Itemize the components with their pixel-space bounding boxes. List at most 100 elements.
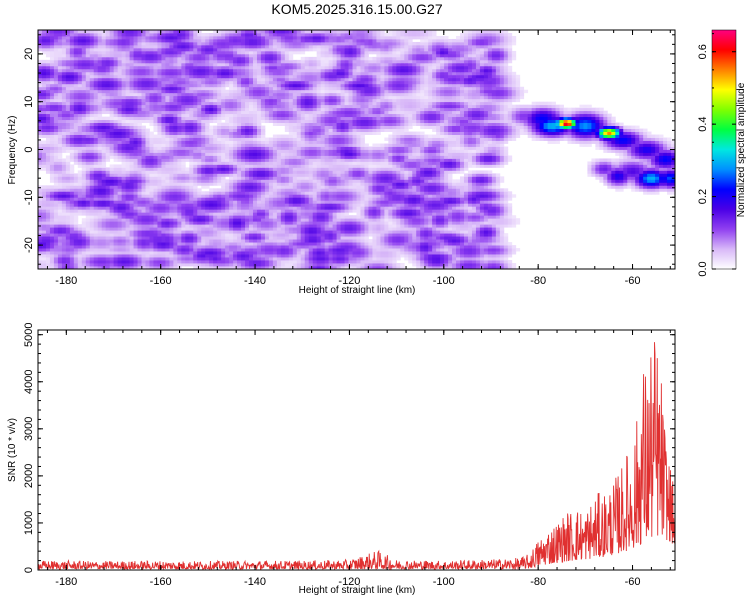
heatmap-cell (134, 239, 138, 242)
heatmap-cell (273, 251, 277, 254)
heatmap-cell (66, 200, 70, 203)
heatmap-cell (448, 203, 452, 206)
heatmap-cell (337, 245, 341, 248)
heatmap-cell (261, 233, 265, 236)
heatmap-cell (364, 263, 368, 266)
heatmap-cell (472, 197, 476, 200)
heatmap-cell (130, 236, 134, 239)
heatmap-cell (201, 230, 205, 233)
heatmap-cell (424, 254, 428, 257)
heatmap-cell (225, 206, 229, 209)
heatmap-cell (631, 152, 635, 155)
heatmap-cell (134, 173, 138, 176)
heatmap-cell (420, 158, 424, 161)
heatmap-cell (66, 158, 70, 161)
heatmap-cell (488, 260, 492, 263)
heatmap-cell (149, 209, 153, 212)
heatmap-cell (460, 254, 464, 257)
heatmap-cell (110, 215, 114, 218)
heatmap-cell (337, 251, 341, 254)
heatmap-cell (325, 161, 329, 164)
heatmap-cell (281, 215, 285, 218)
heatmap-cell (357, 212, 361, 215)
heatmap-cell (62, 233, 66, 236)
heatmap-cell (436, 206, 440, 209)
heatmap-cell (480, 227, 484, 230)
heatmap-cell (400, 185, 404, 188)
heatmap-cell (169, 203, 173, 206)
heatmap-cell (400, 242, 404, 245)
heatmap-cell (416, 197, 420, 200)
heatmap-cell (376, 209, 380, 212)
heatmap-cell (353, 218, 357, 221)
heatmap-cell (301, 155, 305, 158)
heatmap-cell (635, 182, 639, 185)
heatmap-cell (380, 167, 384, 170)
heatmap-cell (241, 245, 245, 248)
heatmap-cell (94, 245, 98, 248)
heatmap-cell (301, 203, 305, 206)
heatmap-cell (145, 242, 149, 245)
heatmap-cell (420, 194, 424, 197)
heatmap-cell (209, 170, 213, 173)
heatmap-cell (297, 191, 301, 194)
heatmap-cell (225, 236, 229, 239)
heatmap-cell (138, 176, 142, 179)
heatmap-cell (173, 155, 177, 158)
heatmap-cell (384, 155, 388, 158)
heatmap-cell (408, 236, 412, 239)
heatmap-cell (464, 260, 468, 263)
heatmap-cell (647, 176, 651, 179)
heatmap-cell (62, 191, 66, 194)
heatmap-cell (58, 173, 62, 176)
heatmap-cell (233, 164, 237, 167)
heatmap-cell (277, 173, 281, 176)
heatmap-cell (329, 185, 333, 188)
heatmap-cell (599, 167, 603, 170)
heatmap-cell (376, 242, 380, 245)
heatmap-cell (325, 233, 329, 236)
heatmap-cell (428, 182, 432, 185)
heatmap-cell (86, 164, 90, 167)
heatmap-cell (420, 173, 424, 176)
heatmap-cell (269, 206, 273, 209)
heatmap-cell (82, 170, 86, 173)
heatmap-cell (444, 230, 448, 233)
heatmap-cell (277, 218, 281, 221)
heatmap-cell (440, 185, 444, 188)
heatmap-cell (145, 263, 149, 266)
heatmap-cell (424, 218, 428, 221)
heatmap-cell (325, 206, 329, 209)
heatmap-cell (102, 239, 106, 242)
heatmap-cell (404, 224, 408, 227)
heatmap-cell (607, 167, 611, 170)
heatmap-cell (631, 170, 635, 173)
heatmap-cell (50, 206, 54, 209)
heatmap-cell (273, 158, 277, 161)
heatmap-cell (229, 263, 233, 266)
heatmap-cell (110, 185, 114, 188)
heatmap-cell (78, 227, 82, 230)
heatmap-cell (368, 197, 372, 200)
heatmap-cell (118, 263, 122, 266)
heatmap-cell (321, 218, 325, 221)
heatmap-cell (595, 173, 599, 176)
heatmap-cell (333, 191, 337, 194)
heatmap-cell (376, 215, 380, 218)
heatmap-cell (153, 209, 157, 212)
heatmap-cell (265, 203, 269, 206)
heatmap-cell (126, 194, 130, 197)
heatmap-cell (611, 176, 615, 179)
heatmap-cell (460, 209, 464, 212)
heatmap-cell (285, 206, 289, 209)
heatmap-cell (62, 248, 66, 251)
heatmap-cell (289, 227, 293, 230)
heatmap-cell (436, 152, 440, 155)
heatmap-cell (317, 150, 321, 153)
heatmap-cell (436, 179, 440, 182)
heatmap-cell (444, 248, 448, 251)
heatmap-cell (58, 209, 62, 212)
heatmap-cell (58, 221, 62, 224)
heatmap-cell (345, 194, 349, 197)
heatmap-cell (484, 152, 488, 155)
